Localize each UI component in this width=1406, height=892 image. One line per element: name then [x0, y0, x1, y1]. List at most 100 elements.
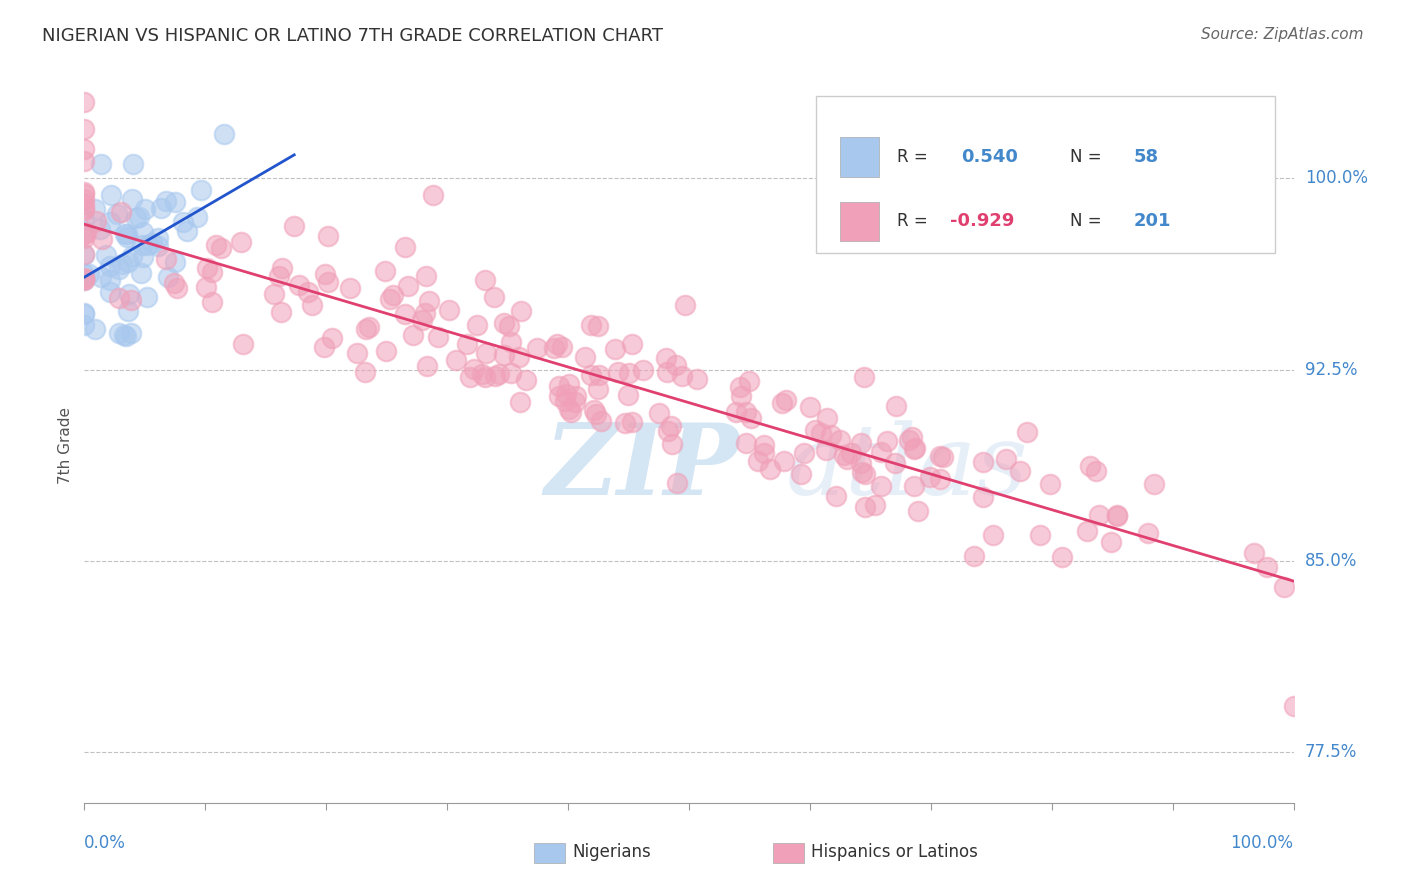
Point [73, 224, 96, 238]
Point [129, 267, 152, 281]
Point [752, 438, 775, 452]
Point [444, 352, 467, 367]
Point [100, 260, 122, 274]
Point [884, 399, 907, 413]
Point [1282, 698, 1305, 713]
Text: 201: 201 [1133, 212, 1171, 230]
Y-axis label: 7th Grade: 7th Grade [58, 408, 73, 484]
Point [613, 417, 636, 431]
Point [488, 367, 510, 381]
Point [1039, 476, 1062, 491]
Point [163, 276, 186, 290]
Point [564, 395, 586, 409]
Point [586, 318, 609, 333]
Text: ZIP: ZIP [544, 419, 738, 516]
Point [73, 318, 96, 332]
Text: NIGERIAN VS HISPANIC OR LATINO 7TH GRADE CORRELATION CHART: NIGERIAN VS HISPANIC OR LATINO 7TH GRADE… [42, 27, 664, 45]
Point [1107, 508, 1129, 522]
Point [648, 406, 671, 420]
Point [631, 363, 654, 377]
Point [263, 287, 285, 301]
Point [73, 246, 96, 260]
Point [418, 294, 440, 309]
Point [603, 342, 626, 356]
Point [297, 285, 319, 299]
Point [90, 157, 112, 171]
Point [201, 265, 224, 279]
Point [357, 319, 380, 334]
Point [83, 322, 105, 336]
Point [136, 238, 159, 252]
Point [772, 454, 794, 468]
Point [157, 270, 180, 285]
Point [904, 442, 927, 456]
Point [131, 238, 153, 252]
Point [897, 433, 920, 447]
Point [661, 437, 683, 451]
Text: N =: N = [1070, 148, 1107, 166]
Text: Source: ZipAtlas.com: Source: ZipAtlas.com [1201, 27, 1364, 42]
Point [747, 454, 769, 468]
Point [583, 403, 606, 417]
Point [107, 326, 129, 341]
Point [920, 470, 942, 484]
Point [316, 229, 339, 244]
Point [752, 446, 775, 460]
Point [73, 142, 96, 156]
Text: 85.0%: 85.0% [1305, 551, 1357, 570]
Point [117, 287, 139, 301]
Point [229, 235, 252, 250]
Text: R =: R = [897, 148, 934, 166]
Point [659, 418, 682, 433]
Point [574, 351, 596, 365]
FancyBboxPatch shape [815, 96, 1275, 253]
Point [1274, 580, 1296, 594]
Point [186, 210, 208, 224]
Point [98, 285, 121, 299]
Point [73, 248, 96, 262]
Point [565, 389, 588, 403]
Point [283, 219, 305, 234]
Point [378, 292, 401, 306]
Point [849, 456, 872, 470]
Point [492, 347, 515, 361]
Point [620, 416, 643, 430]
Point [165, 255, 187, 269]
Point [863, 498, 886, 512]
Point [554, 393, 576, 408]
Point [73, 122, 96, 136]
Point [209, 241, 232, 255]
Point [195, 280, 218, 294]
Point [901, 430, 924, 444]
Point [121, 192, 143, 206]
Point [557, 377, 579, 392]
Point [100, 187, 122, 202]
Point [73, 273, 96, 287]
Point [853, 467, 876, 481]
Point [75, 226, 97, 240]
Text: 92.5%: 92.5% [1305, 360, 1357, 378]
Point [149, 202, 172, 216]
Point [394, 240, 416, 254]
Point [73, 201, 96, 215]
Point [498, 319, 520, 334]
Point [825, 489, 848, 503]
Point [117, 304, 139, 318]
Text: 77.5%: 77.5% [1305, 743, 1357, 761]
Point [830, 434, 852, 448]
Point [155, 252, 177, 266]
Point [546, 336, 568, 351]
Point [394, 307, 416, 321]
Point [832, 448, 855, 462]
Point [803, 423, 825, 437]
Point [73, 202, 96, 217]
Point [73, 186, 96, 201]
Point [426, 330, 449, 344]
Point [484, 368, 506, 383]
Point [463, 362, 485, 376]
Point [1243, 546, 1265, 560]
Point [1076, 524, 1098, 539]
Point [146, 231, 169, 245]
Point [98, 214, 121, 228]
Point [271, 261, 294, 276]
